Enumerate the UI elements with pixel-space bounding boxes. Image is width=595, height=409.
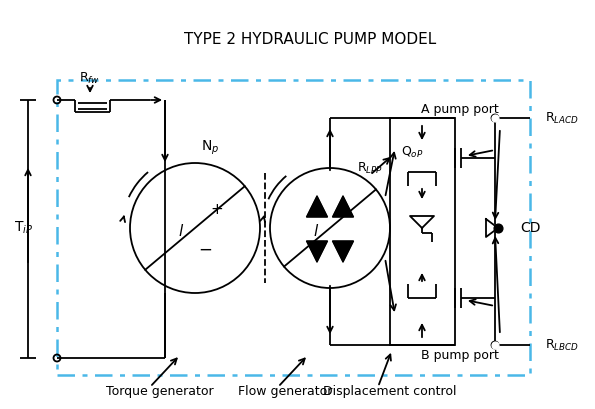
Text: TYPE 2 HYDRAULIC PUMP MODEL: TYPE 2 HYDRAULIC PUMP MODEL <box>184 32 436 47</box>
Text: B pump port: B pump port <box>421 348 499 362</box>
Text: Q$_{oP}$: Q$_{oP}$ <box>400 144 423 160</box>
Text: T$_{iP}$: T$_{iP}$ <box>14 220 33 236</box>
Text: R$_{fw}$: R$_{fw}$ <box>80 70 101 85</box>
Text: Displacement control: Displacement control <box>323 386 457 398</box>
Polygon shape <box>410 216 434 228</box>
Text: Flow generator: Flow generator <box>238 386 332 398</box>
Text: Torque generator: Torque generator <box>106 386 214 398</box>
Text: l: l <box>314 223 318 238</box>
Polygon shape <box>333 241 353 262</box>
Polygon shape <box>486 219 498 237</box>
Text: R$_{LACD}$: R$_{LACD}$ <box>545 110 579 126</box>
Text: +: + <box>211 202 223 218</box>
Text: l: l <box>179 223 183 238</box>
Polygon shape <box>333 196 353 217</box>
Text: R$_{LPP}$: R$_{LPP}$ <box>357 160 383 175</box>
Text: −: − <box>198 241 212 259</box>
Bar <box>57 80 530 375</box>
Text: N$_p$: N$_p$ <box>201 139 219 157</box>
Text: A pump port: A pump port <box>421 103 499 117</box>
Bar <box>390 118 455 345</box>
Polygon shape <box>306 241 327 262</box>
Text: CD: CD <box>520 221 540 235</box>
Text: R$_{LBCD}$: R$_{LBCD}$ <box>545 337 579 353</box>
Polygon shape <box>306 196 327 217</box>
